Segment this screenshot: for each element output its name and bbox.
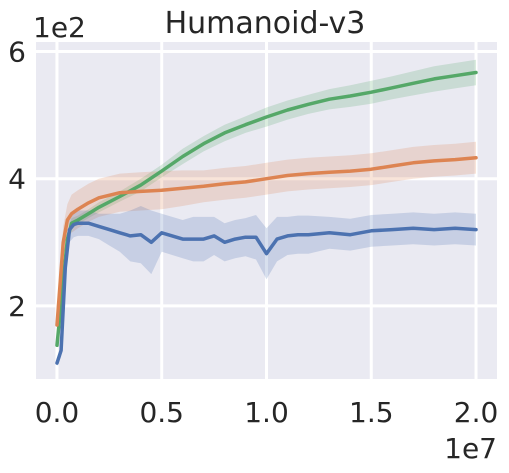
series-2-band: [57, 206, 476, 367]
x-tick-label-1: 0.5: [139, 396, 184, 429]
series-lines: [55, 70, 478, 365]
x-tick-labels: 0.0 0.5 1.0 1.5 2.0: [35, 396, 499, 429]
x-offset-label: 1e7: [444, 432, 497, 465]
chart-title: Humanoid-v3: [165, 6, 366, 41]
y-tick-label-0: 2: [8, 290, 26, 323]
y-offset-label: 1e2: [33, 11, 86, 44]
series-2-line: [55, 221, 478, 365]
grid-lines: [36, 42, 497, 379]
y-tick-label-2: 6: [8, 36, 26, 69]
x-tick-label-2: 1.0: [244, 396, 289, 429]
x-tick-label-4: 2.0: [454, 396, 499, 429]
x-tick-label-3: 1.5: [349, 396, 394, 429]
x-tick-label-0: 0.0: [35, 396, 80, 429]
series-1-line: [55, 155, 478, 327]
y-tick-labels: 2 4 6: [8, 36, 26, 323]
series-0-line: [55, 70, 478, 348]
y-tick-label-1: 4: [8, 163, 26, 196]
